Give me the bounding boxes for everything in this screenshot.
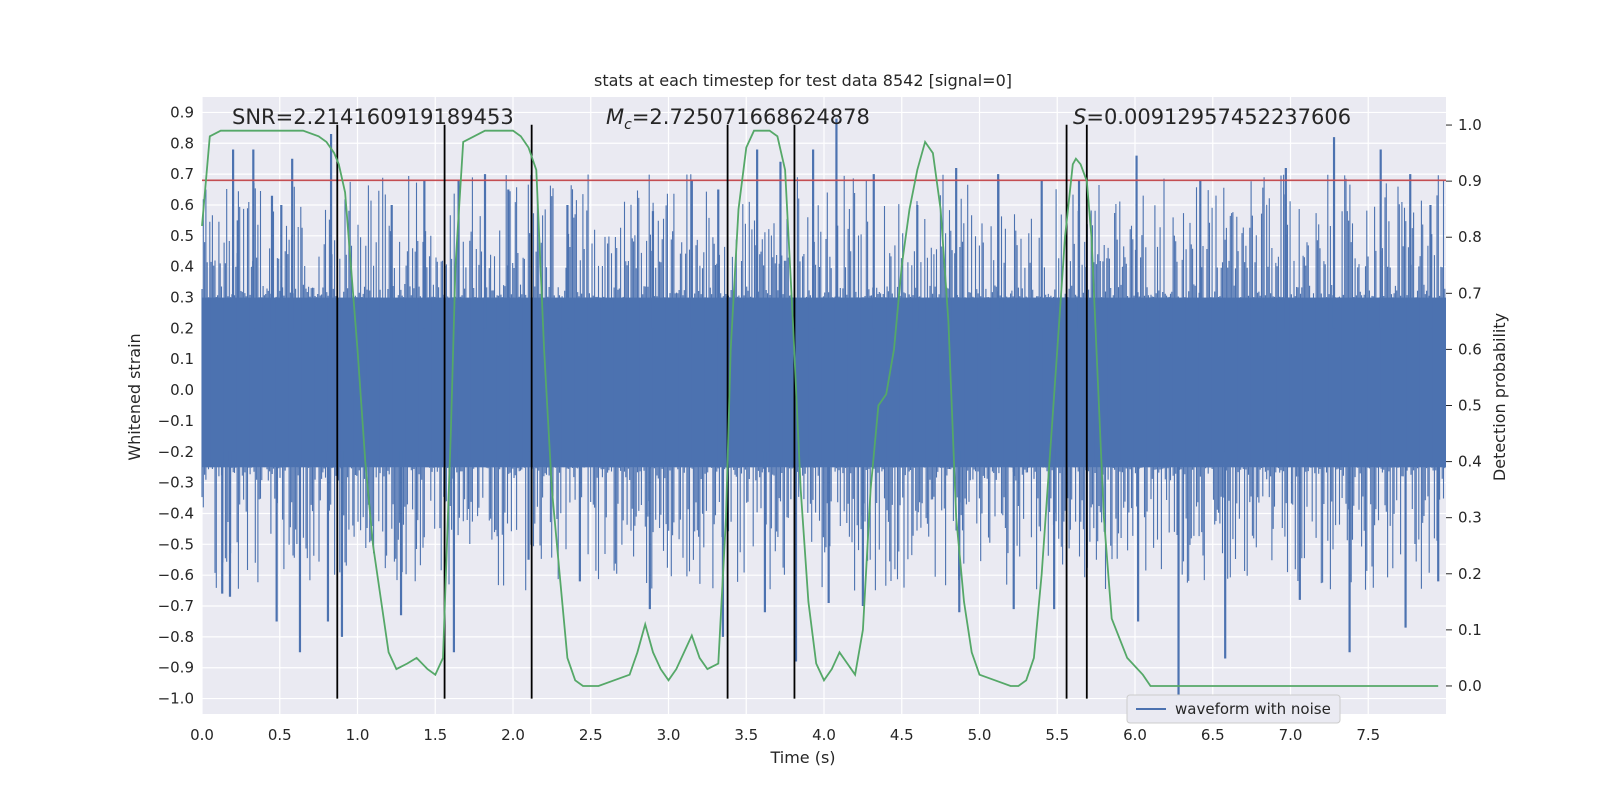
x-tick-label: 2.5 [579, 726, 603, 744]
s-value: =0.00912957452237606 [1086, 105, 1351, 129]
right-tick-label: 0.9 [1458, 172, 1482, 190]
chirp-mass-symbol: M [606, 105, 624, 129]
legend-box [1126, 694, 1341, 724]
left-tick-label: −0.4 [158, 504, 194, 522]
x-tick-label: 3.5 [734, 726, 758, 744]
x-tick-label: 6.5 [1201, 726, 1225, 744]
left-tick-label: 0.1 [170, 350, 194, 368]
left-tick-label: −0.9 [158, 659, 194, 677]
right-tick-label: 0.2 [1458, 565, 1482, 583]
left-tick-label: −1.0 [158, 690, 194, 708]
chirp-mass-annotation: Mc=2.725071668624878 [606, 105, 870, 133]
x-tick-label: 0.5 [268, 726, 292, 744]
x-tick-label: 4.0 [812, 726, 836, 744]
probability-line [201, 129, 1439, 687]
left-tick-label: 0.7 [170, 165, 194, 183]
x-tick-label: 1.5 [423, 726, 447, 744]
right-tick-label: 0.3 [1458, 509, 1482, 527]
left-axis-label: Whitened strain [125, 333, 144, 460]
right-tick-label: 0.1 [1458, 621, 1482, 639]
left-axis-ticks: 0.9 0.8 0.7 0.6 0.5 0.4 0.3 0.2 0.1 0.0 −0.1 −0.2 −0… [158, 103, 194, 707]
chirp-mass-subscript: c [624, 117, 632, 133]
left-tick-label: −0.1 [158, 412, 194, 430]
left-tick-label: −0.7 [158, 597, 194, 615]
vertical-markers [336, 124, 1088, 699]
x-tick-label: 4.5 [890, 726, 914, 744]
x-tick-label: 5.0 [968, 726, 992, 744]
x-tick-label: 2.0 [501, 726, 525, 744]
chart-title: stats at each timestep for test data 854… [594, 71, 1012, 90]
left-tick-label: 0.3 [170, 289, 194, 307]
waveform-series [201, 118, 1446, 699]
left-tick-label: 0.5 [170, 227, 194, 245]
s-symbol: S [1073, 105, 1086, 129]
x-tick-label: 6.0 [1123, 726, 1147, 744]
waveform-noise [201, 174, 1446, 591]
x-tick-label: 1.0 [346, 726, 370, 744]
x-tick-label: 5.5 [1045, 726, 1069, 744]
x-tick-label: 7.0 [1279, 726, 1303, 744]
right-tick-label: 0.0 [1458, 677, 1482, 695]
right-tick-label: 0.5 [1458, 397, 1482, 415]
right-tick-label: 1.0 [1458, 116, 1482, 134]
chirp-mass-value: =2.725071668624878 [632, 105, 870, 129]
right-axis-label: Detection probability [1490, 313, 1509, 481]
x-axis-ticks: 0.0 0.5 1.0 1.5 2.0 2.5 3.0 3.5 4.0 4.5 5.0 5.5 6.0 6… [190, 726, 1380, 744]
s-annotation: S=0.00912957452237606 [1073, 105, 1351, 129]
x-tick-label: 7.5 [1356, 726, 1380, 744]
x-axis-label: Time (s) [769, 748, 835, 767]
left-tick-label: −0.2 [158, 443, 194, 461]
left-tick-label: −0.8 [158, 628, 194, 646]
legend-entry: waveform with noise [1175, 700, 1331, 718]
right-tick-label: 0.8 [1458, 228, 1482, 246]
right-tick-label: 0.7 [1458, 284, 1482, 302]
left-tick-label: 0.4 [170, 258, 194, 276]
left-tick-label: 0.9 [170, 103, 194, 121]
right-tick-label: 0.6 [1458, 340, 1482, 358]
left-tick-label: 0.8 [170, 134, 194, 152]
left-tick-label: 0.2 [170, 319, 194, 337]
left-tick-label: 0.0 [170, 381, 194, 399]
left-tick-label: −0.6 [158, 566, 194, 584]
right-axis-ticks: 1.0 0.9 0.8 0.7 0.6 0.5 0.4 0.3 0.2 0.1 0.0 [1446, 116, 1482, 695]
left-tick-label: −0.3 [158, 474, 194, 492]
x-tick-label: 3.0 [657, 726, 681, 744]
probability-series [201, 129, 1439, 687]
legend: waveform with noise [1126, 694, 1341, 724]
snr-annotation: SNR=2.214160919189453 [232, 105, 514, 129]
x-tick-label: 0.0 [190, 726, 214, 744]
left-tick-label: 0.6 [170, 196, 194, 214]
waveform-core-band [202, 297, 1446, 468]
right-tick-label: 0.4 [1458, 453, 1482, 471]
left-tick-label: −0.5 [158, 535, 194, 553]
